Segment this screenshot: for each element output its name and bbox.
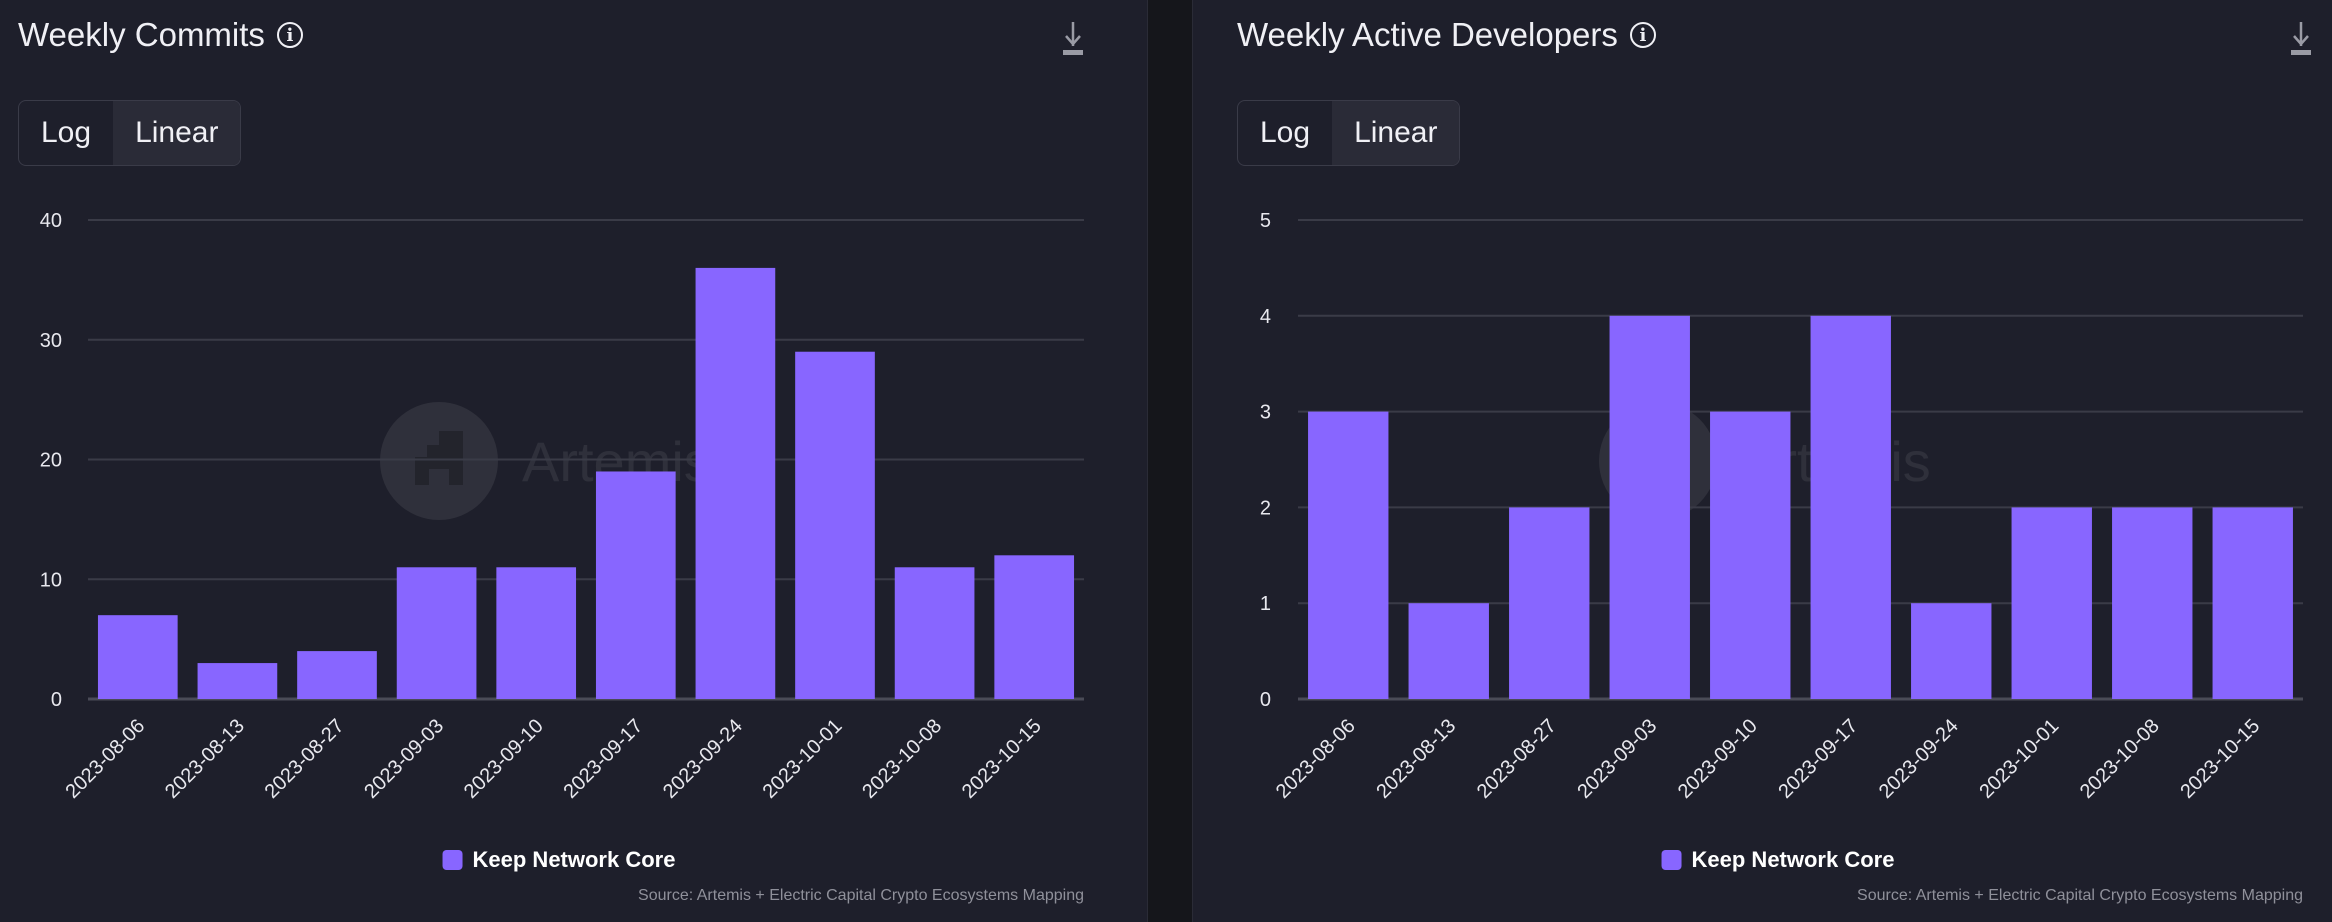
bar	[1710, 411, 1791, 699]
y-tick-label: 20	[40, 450, 62, 472]
legend-item[interactable]: Keep Network Core	[1661, 847, 1894, 873]
y-tick-label: 5	[1260, 210, 1271, 232]
legend-item[interactable]: Keep Network Core	[442, 847, 675, 873]
y-tick-label: 40	[40, 210, 62, 232]
y-tick-label: 4	[1260, 306, 1271, 328]
x-tick-label: 2023-10-01	[759, 715, 847, 803]
download-icon[interactable]	[2289, 20, 2313, 56]
download-icon[interactable]	[1061, 20, 1085, 56]
y-tick-label: 30	[40, 330, 62, 352]
x-tick-label: 2023-09-24	[659, 715, 747, 803]
x-tick-label: 2023-10-01	[1975, 715, 2063, 803]
y-tick-label: 10	[40, 569, 62, 591]
x-tick-label: 2023-08-13	[1372, 715, 1460, 803]
chart-title: Weekly Active Developers i	[1237, 16, 1656, 54]
bar	[795, 351, 875, 699]
source-note: Source: Artemis + Electric Capital Crypt…	[638, 887, 1084, 904]
x-tick-label: 2023-09-03	[360, 715, 448, 803]
legend-swatch	[442, 850, 463, 870]
info-icon[interactable]: i	[1629, 22, 1656, 48]
developers-bar-chart: Artemis0123452023-08-062023-08-132023-08…	[1260, 210, 2303, 803]
source-note: Source: Artemis + Electric Capital Crypt…	[1857, 887, 2303, 904]
y-tick-label: 0	[51, 689, 62, 711]
weekly-commits-panel: Weekly Commits i Log Linear Artemis 0 10 20 3…	[0, 0, 1148, 922]
bar	[297, 651, 377, 699]
x-tick-label: 2023-09-17	[559, 715, 647, 803]
watermark-logo-mark	[415, 431, 463, 485]
x-tick-label: 2023-09-10	[1674, 715, 1762, 803]
x-tick-label: 2023-08-13	[161, 715, 249, 803]
x-tick-label: 2023-09-03	[1573, 715, 1661, 803]
x-tick-label: 2023-08-27	[1473, 715, 1561, 803]
chart-title: Weekly Commits i	[18, 16, 303, 54]
bar	[1308, 411, 1389, 699]
y-tick-label: 1	[1260, 593, 1271, 615]
x-tick-label: 2023-10-15	[958, 715, 1046, 803]
bar	[994, 555, 1075, 699]
bar	[2112, 507, 2193, 699]
bar	[197, 663, 278, 699]
linear-scale-button[interactable]: Linear	[1332, 101, 1460, 165]
y-tick-label: 0	[1260, 689, 1271, 711]
x-tick-label: 2023-09-17	[1774, 715, 1862, 803]
bar	[2011, 507, 2092, 699]
y-tick-label: 3	[1260, 402, 1271, 424]
watermark-logo	[380, 402, 498, 520]
bar	[1609, 315, 1690, 699]
bar	[2212, 507, 2293, 699]
log-scale-button[interactable]: Log	[1260, 116, 1311, 149]
x-tick-label: 2023-10-08	[2076, 715, 2164, 803]
linear-scale-button[interactable]: Linear	[113, 101, 241, 165]
bar	[695, 267, 776, 699]
bar	[1810, 315, 1891, 699]
info-icon[interactable]: i	[276, 22, 303, 48]
bar	[496, 567, 577, 699]
x-tick-label: 2023-09-24	[1875, 715, 1963, 803]
x-tick-label: 2023-10-08	[858, 715, 946, 803]
log-scale-button[interactable]: Log	[41, 116, 92, 149]
bar	[1911, 603, 1992, 699]
bar	[595, 471, 676, 699]
bar	[396, 567, 477, 699]
x-tick-label: 2023-09-10	[460, 715, 548, 803]
legend-swatch	[1661, 850, 1682, 870]
x-tick-label: 2023-10-15	[2176, 715, 2264, 803]
x-tick-label: 2023-08-27	[261, 715, 349, 803]
x-tick-label: 2023-08-06	[1272, 715, 1360, 803]
bar	[894, 567, 975, 699]
scale-toggle: Log Linear	[1237, 100, 1461, 166]
bar	[97, 615, 178, 699]
bar	[1408, 603, 1489, 699]
bar	[1509, 507, 1590, 699]
x-tick-label: 2023-08-06	[61, 715, 149, 803]
y-tick-label: 2	[1260, 497, 1271, 519]
scale-toggle: Log Linear	[18, 100, 242, 166]
